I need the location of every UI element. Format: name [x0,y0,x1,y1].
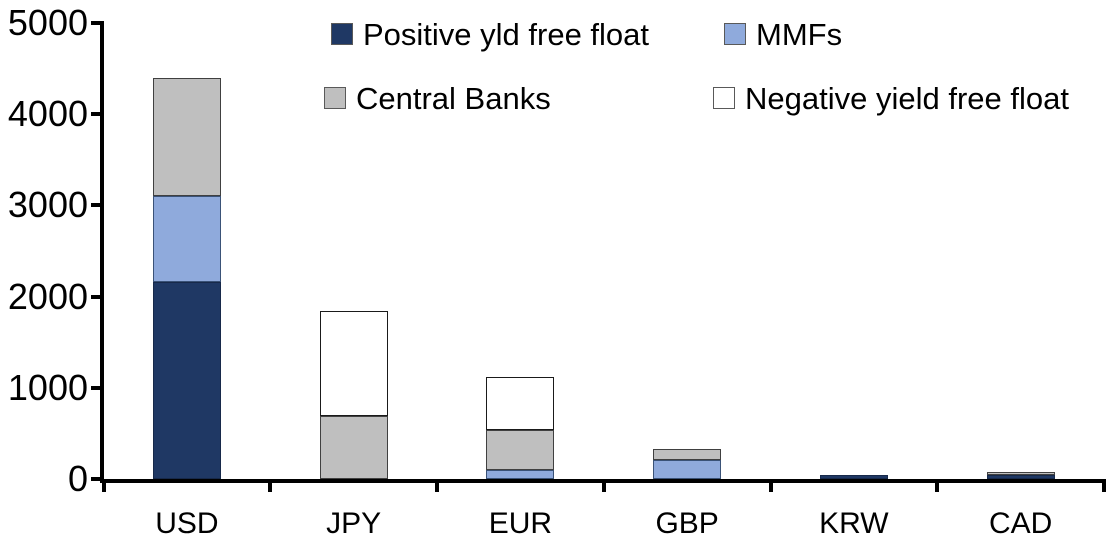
bar-segment-cad [986,475,1055,479]
bar-segment-cad [986,471,1055,476]
y-axis-label: 0 [67,458,88,499]
x-axis-category-label: GBP [655,507,719,540]
y-axis-line [100,21,104,483]
y-axis-label: 1000 [7,366,88,408]
bar-segment-eur [486,469,555,479]
x-axis-category-label: CAD [988,507,1053,540]
x-axis-category-label: KRW [819,507,889,540]
legend-item-mmfs: MMFs [724,18,842,50]
bar-segment-usd [152,77,221,197]
legend-swatch-central-banks [324,87,346,109]
x-axis-tick [601,483,606,492]
legend-item-positive-yld-free-float: Positive yld free float [331,18,649,50]
bar-segment-usd [152,282,221,479]
y-axis-label: 4000 [7,93,88,135]
bar-segment-gbp [653,459,722,479]
legend-swatch-mmfs [724,23,746,45]
legend-swatch-positive-yld-free-float [331,23,353,45]
bar-segment-gbp [653,448,722,460]
y-axis-tick [91,385,101,390]
legend-label-central-banks: Central Banks [356,80,551,116]
x-axis-tick [435,483,439,492]
bar-segment-usd [152,196,221,282]
x-axis-tick [768,483,773,492]
legend-label-mmfs: MMFs [756,16,843,52]
x-axis-line [100,479,1106,483]
y-axis-tick [91,112,101,117]
x-axis-tick [101,483,106,492]
legend-label-negative-yield-free-float: Negative yield free float [745,80,1069,116]
y-axis-tick [91,203,101,208]
y-axis-tick [91,477,101,481]
legend-swatch-negative-yield-free-float [713,87,735,109]
y-axis-label: 5000 [7,2,88,43]
x-axis-tick [268,483,273,492]
bar-segment-jpy [319,310,388,417]
legend-item-central-banks: Central Banks [324,82,551,114]
legend-item-negative-yield-free-float: Negative yield free float [713,82,1069,114]
x-axis-tick [935,483,940,492]
x-axis-category-label: JPY [326,507,382,540]
x-axis-tick [1102,483,1106,492]
y-axis-label: 3000 [7,184,88,226]
y-axis-tick [91,294,101,299]
y-axis-label: 2000 [7,275,88,317]
bar-segment-eur [486,377,555,431]
bar-segment-jpy [319,416,388,479]
x-axis-category-label: USD [155,507,219,540]
x-axis-category-label: EUR [488,507,553,540]
bar-segment-eur [486,430,555,470]
y-axis-tick [91,21,101,25]
legend-label-positive-yld-free-float: Positive yld free float [363,16,650,52]
bar-segment-krw [819,474,888,479]
